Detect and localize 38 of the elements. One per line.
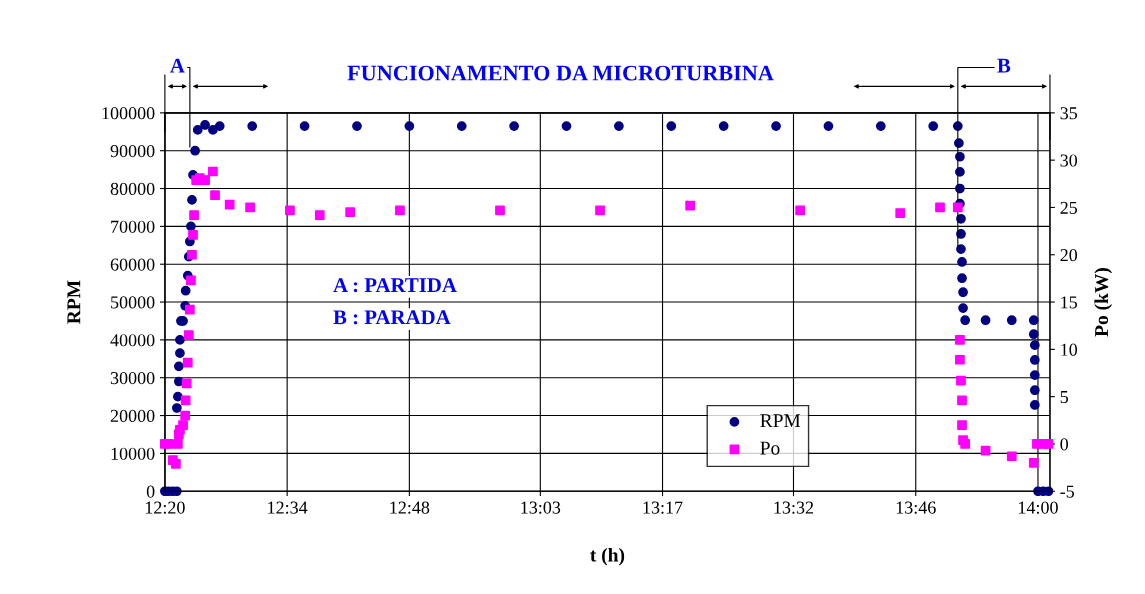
y-tick-label: 100000 [102,107,155,120]
y2-tick-label: 5 [1060,391,1069,404]
x-tick-label: 14:00 [1018,501,1058,514]
chart-title: FUNCIONAMENTO DA MICROTURBINA [347,65,774,81]
x-tick-label: 12:20 [145,501,185,514]
x-tick-label: 13:46 [896,501,936,514]
x-tick-label: 13:32 [774,501,814,514]
y-tick-label: 40000 [110,334,155,347]
y-tick-label: 50000 [111,296,155,309]
y-tick-label: 30000 [110,371,155,385]
y-tick-label: 10000 [111,447,155,460]
annotation: A [170,58,185,73]
y2-axis-title: Po (kW) [1094,268,1113,337]
y-tick-label: 90000 [110,144,155,158]
y2-tick-label: 30 [1060,154,1078,167]
x-tick-label: 13:17 [643,501,683,514]
y-tick-label: 60000 [110,258,155,271]
annotation: B [997,58,1011,73]
legend-label: RPM [760,414,801,427]
x-tick-label: 12:34 [268,501,308,514]
annotation: B : PARADA [333,310,451,325]
y2-tick-label: 35 [1060,107,1078,120]
y-tick-label: 0 [146,485,155,498]
annotation: A : PARTIDA [333,278,457,293]
y2-tick-label: 10 [1061,343,1078,356]
legend-label: Po [760,441,780,455]
y-tick-label: 80000 [110,182,155,195]
y2-tick-label: -5 [1060,485,1075,498]
y-axis-title: RPM [67,280,81,324]
x-tick-label: 12:48 [390,501,430,514]
y2-tick-label: 0 [1060,438,1069,451]
y2-tick-label: 15 [1061,296,1078,309]
y2-tick-label: 25 [1060,201,1078,214]
x-tick-label: 13:03 [521,501,561,514]
y-tick-label: 20000 [110,409,155,422]
y-tick-label: 70000 [111,220,155,233]
y2-tick-label: 20 [1060,249,1078,262]
x-axis-title: t (h) [590,547,625,566]
